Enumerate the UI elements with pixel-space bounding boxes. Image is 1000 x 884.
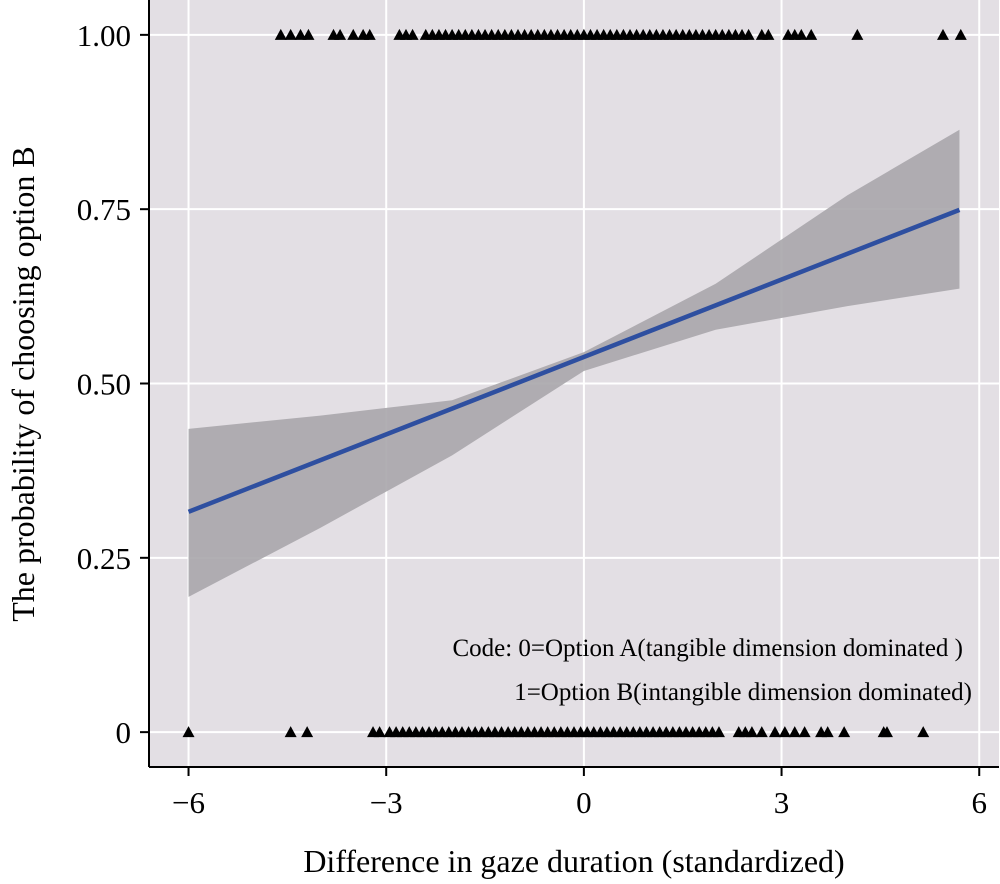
data-point-choice-0 (182, 726, 195, 738)
data-point-choice-1 (406, 28, 419, 40)
data-point-choice-0 (788, 726, 801, 738)
data-point-choice-0 (821, 726, 834, 738)
data-point-choice-0 (301, 726, 314, 738)
data-point-choice-0 (798, 726, 811, 738)
y-axis-title: The probability of choosing option B (5, 146, 41, 622)
x-tick-label: −3 (370, 785, 403, 820)
data-point-choice-1 (954, 28, 967, 40)
y-tick-label: 0 (116, 715, 132, 750)
legend-code-line-2: 1=Option B(intangible dimension dominate… (514, 679, 972, 706)
data-point-choice-1 (347, 28, 360, 40)
x-tick-label: 3 (774, 785, 790, 820)
data-point-choice-1 (294, 28, 307, 40)
confidence-band (188, 129, 960, 597)
x-tick-label: 0 (576, 785, 592, 820)
y-tick-label: 1.00 (77, 18, 131, 53)
data-point-choice-1 (795, 28, 808, 40)
x-tick-label: −6 (172, 785, 205, 820)
data-point-choice-1 (363, 28, 376, 40)
y-tick-label: 0.50 (77, 367, 131, 402)
fitted-line (187, 207, 961, 514)
data-point-choice-1 (334, 28, 347, 40)
data-point-choice-1 (805, 28, 818, 40)
data-point-choice-0 (778, 726, 791, 738)
data-point-choice-1 (762, 28, 775, 40)
data-point-choice-1 (274, 28, 287, 40)
x-axis-title: Difference in gaze duration (standardize… (303, 843, 844, 879)
axis-ticks: −6 −3 0 3 6 0 0.25 0.50 0.75 1.00 (77, 18, 987, 820)
data-point-choice-1 (851, 28, 864, 40)
data-point-choice-0 (745, 726, 758, 738)
data-point-choice-0 (768, 726, 781, 738)
y-tick-label: 0.75 (77, 192, 131, 227)
data-point-choice-1 (284, 28, 297, 40)
data-point-choice-0 (880, 726, 893, 738)
x-tick-label: 6 (971, 785, 987, 820)
data-point-choice-0 (284, 726, 297, 738)
data-point-choice-0 (712, 726, 725, 738)
data-point-choice-1 (302, 28, 315, 40)
data-point-choice-0 (755, 726, 768, 738)
data-point-choice-1 (936, 28, 949, 40)
data-point-choice-0 (373, 726, 386, 738)
data-point-choice-1 (742, 28, 755, 40)
data-point-choice-0 (838, 726, 851, 738)
legend-code-line-1: Code: 0=Option A(tangible dimension domi… (452, 635, 963, 662)
y-tick-label: 0.25 (77, 541, 131, 576)
observed-points (182, 28, 967, 738)
data-point-choice-0 (917, 726, 930, 738)
